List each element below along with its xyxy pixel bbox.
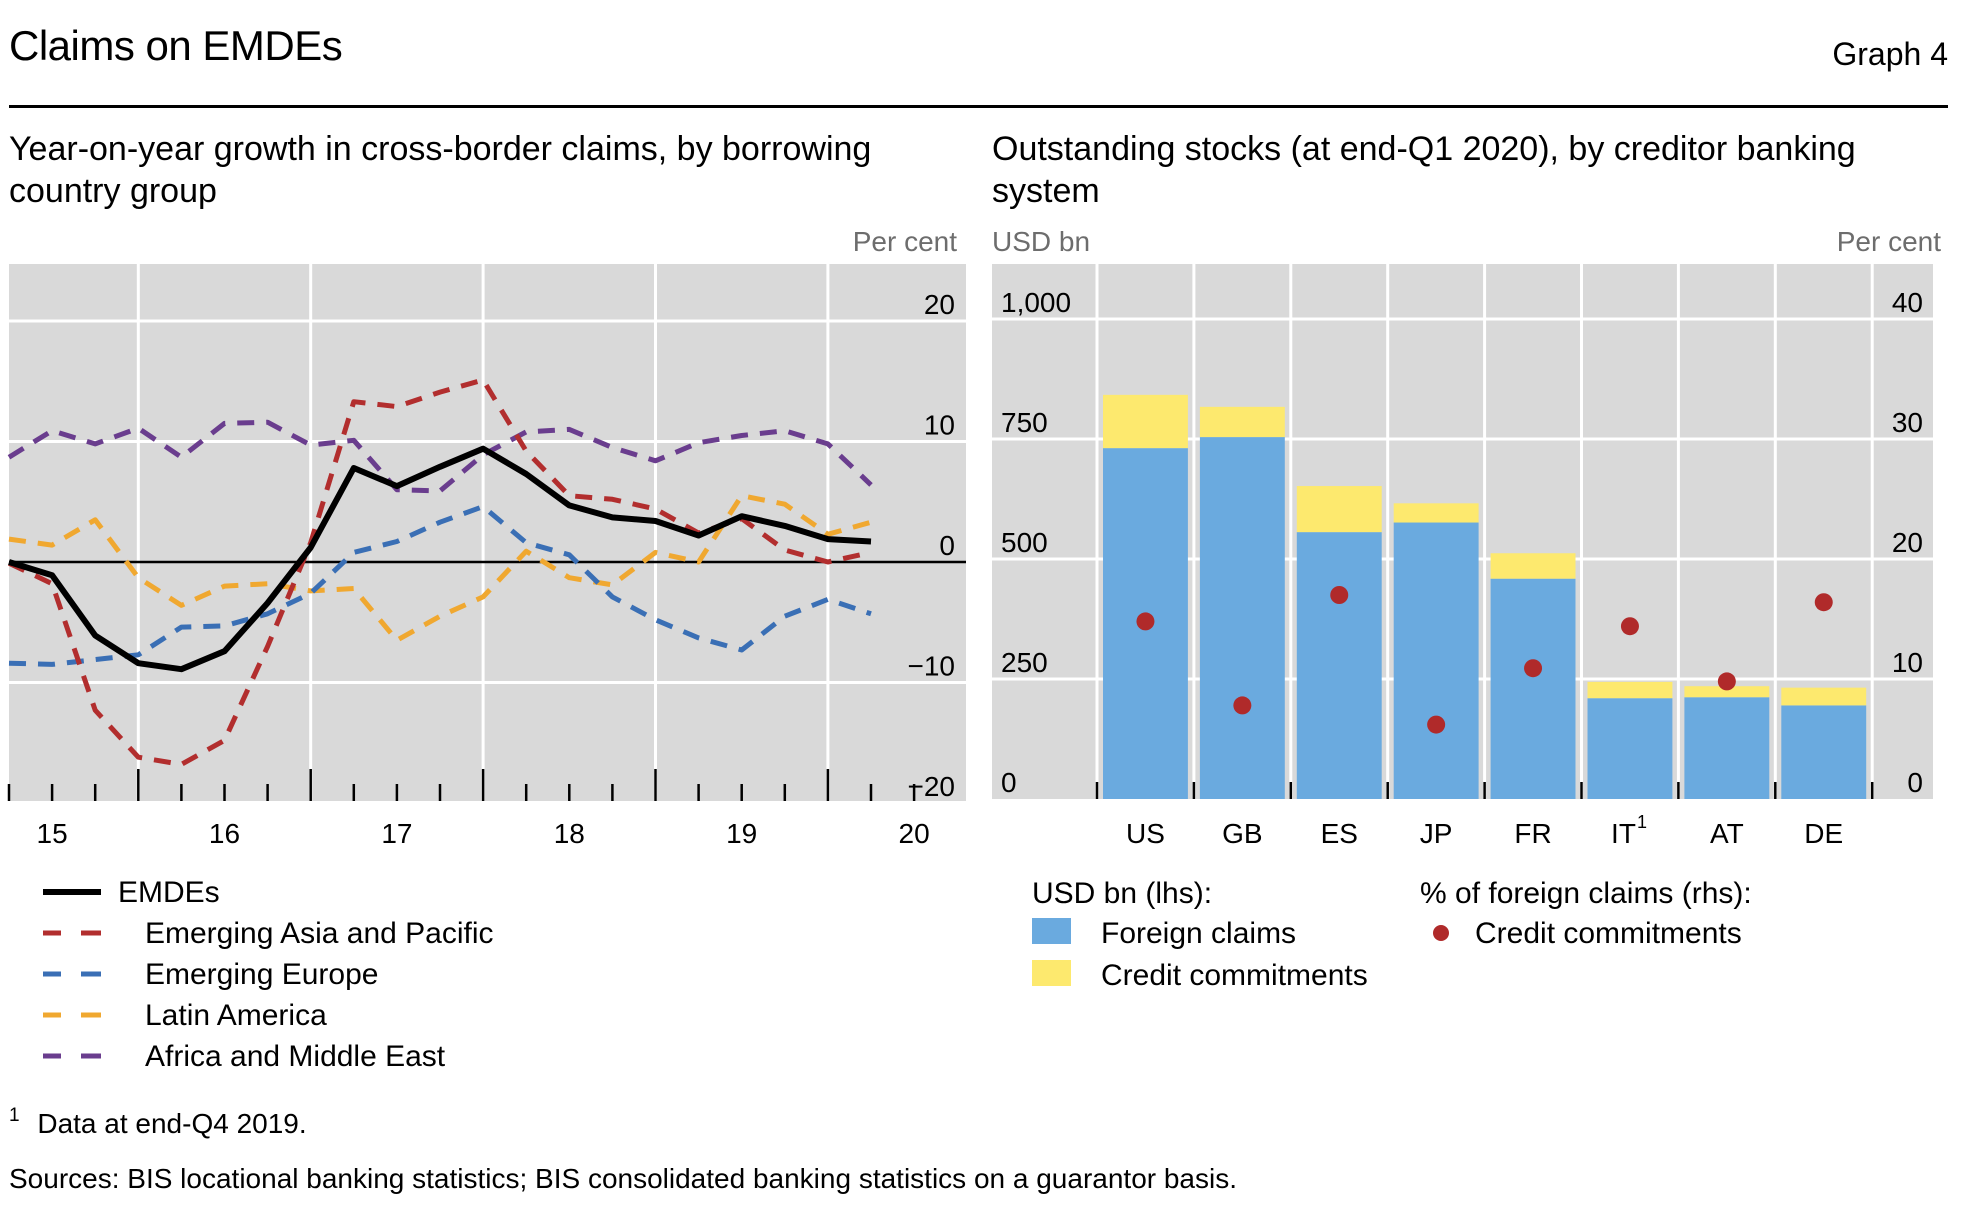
y-tick-label: −20 — [908, 771, 956, 802]
bar-credit-commitments-fr — [1490, 553, 1576, 579]
category-label: DE — [1804, 818, 1843, 849]
dot-credit-commitments-us — [1136, 612, 1155, 631]
sources-note: Sources: BIS locational banking statisti… — [9, 1163, 1238, 1194]
y-tick-label: −10 — [908, 651, 956, 682]
bar-foreign-claims-at — [1684, 697, 1770, 799]
y-tick-label: 20 — [924, 289, 955, 320]
left-y-tick-label: 500 — [1001, 527, 1048, 558]
bar-foreign-claims-jp — [1393, 522, 1479, 799]
bar-credit-commitments-at — [1684, 686, 1770, 698]
chart-title: Claims on EMDEs — [9, 22, 343, 69]
category-label: GB — [1222, 818, 1262, 849]
legend-label: Foreign claims — [1101, 917, 1296, 950]
left-panel-title: Year-on-year growth in cross-border clai… — [9, 130, 872, 210]
legend-label: Credit commitments — [1475, 917, 1742, 950]
series-line-latin_america — [8, 493, 872, 643]
graph-number: Graph 4 — [1832, 36, 1948, 72]
bar-credit-commitments-it — [1587, 681, 1673, 699]
left-panel-unit-label: Per cent — [852, 226, 957, 257]
right-y-tick-label: 0 — [1907, 767, 1923, 798]
footnote-marker: 1 — [9, 1105, 20, 1126]
bar-foreign-claims-fr — [1490, 578, 1576, 799]
footnote-1-text: Data at end-Q4 2019. — [37, 1108, 307, 1139]
legend-group-left-title: USD bn (lhs): — [1032, 877, 1212, 910]
category-label: ES — [1321, 818, 1358, 849]
right-y-tick-label: 20 — [1892, 527, 1923, 558]
left-y-tick-label: 750 — [1001, 407, 1048, 438]
left-y-tick-label: 250 — [1001, 647, 1048, 678]
left-y-tick-label: 1,000 — [1001, 287, 1071, 318]
category-label: FR — [1514, 818, 1551, 849]
right-panel-title: Outstanding stocks (at end-Q1 2020), by … — [992, 130, 1856, 210]
bar-credit-commitments-de — [1781, 687, 1867, 706]
legend-label: Africa and Middle East — [145, 1040, 446, 1073]
bar-credit-commitments-jp — [1393, 503, 1479, 523]
bar-foreign-claims-de — [1781, 705, 1867, 799]
bar-foreign-claims-es — [1296, 532, 1382, 799]
category-label: IT — [1611, 818, 1636, 849]
x-tick-label: 18 — [554, 818, 585, 849]
dot-credit-commitments-it — [1620, 617, 1639, 636]
x-tick-label: 15 — [37, 818, 68, 849]
legend-label: Credit commitments — [1101, 959, 1368, 992]
dot-credit-commitments-de — [1814, 593, 1833, 612]
series-line-europe — [8, 504, 872, 667]
bar-chart: 0 0 250 10 500 20 750 30 1,000 40 US GB ES JP FR IT 1 AT D… — [992, 264, 1933, 849]
category-label: AT — [1710, 818, 1744, 849]
legend-swatch-credit-commitments — [1032, 960, 1071, 986]
bar-credit-commitments-es — [1296, 486, 1382, 533]
y-tick-label: 0 — [939, 530, 955, 561]
legend-label: Emerging Europe — [145, 958, 378, 991]
category-label: JP — [1420, 818, 1453, 849]
line-plot-area — [9, 264, 966, 801]
x-tick-label: 20 — [899, 818, 930, 849]
legend-group-right-title: % of foreign claims (rhs): — [1420, 877, 1752, 910]
category-superscript: 1 — [1637, 812, 1647, 832]
x-tick-label: 17 — [381, 818, 412, 849]
dot-credit-commitments-fr — [1524, 659, 1543, 678]
bar-credit-commitments-gb — [1199, 406, 1285, 438]
right-y-tick-label: 30 — [1892, 407, 1923, 438]
legend-label: EMDEs — [118, 876, 220, 909]
x-tick-label: 16 — [209, 818, 240, 849]
line-chart: 20 10 0 −10 −20 15 16 17 18 19 20 — [7, 264, 966, 849]
legend-swatch-credit-commitments-dot — [1433, 925, 1449, 941]
dot-credit-commitments-gb — [1233, 696, 1252, 715]
category-label: US — [1126, 818, 1165, 849]
y-tick-label: 10 — [924, 410, 955, 441]
legends: EMDEs Emerging Asia and Pacific Emerging E… — [43, 876, 1752, 1073]
right-panel-right-unit-label: Per cent — [1836, 226, 1941, 257]
right-y-tick-label: 40 — [1892, 287, 1923, 318]
footnote-1: 1 Data at end-Q4 2019. — [9, 1105, 307, 1140]
right-panel-left-unit-label: USD bn — [992, 226, 1091, 257]
series-line-africa_me — [7, 419, 873, 494]
legend-label: Emerging Asia and Pacific — [145, 917, 494, 950]
bar-foreign-claims-gb — [1199, 437, 1285, 799]
bar-foreign-claims-it — [1587, 698, 1673, 799]
x-tick-label: 19 — [726, 818, 757, 849]
right-y-tick-label: 10 — [1892, 647, 1923, 678]
bar-credit-commitments-us — [1103, 394, 1188, 449]
header-rule — [9, 105, 1948, 108]
legend-swatch-foreign-claims — [1032, 918, 1071, 944]
series-line-emdes — [8, 445, 872, 673]
dot-credit-commitments-at — [1717, 672, 1736, 691]
left-y-tick-label: 0 — [1001, 767, 1017, 798]
legend-label: Latin America — [145, 999, 327, 1032]
dot-credit-commitments-es — [1330, 586, 1349, 604]
dot-credit-commitments-jp — [1427, 715, 1446, 734]
